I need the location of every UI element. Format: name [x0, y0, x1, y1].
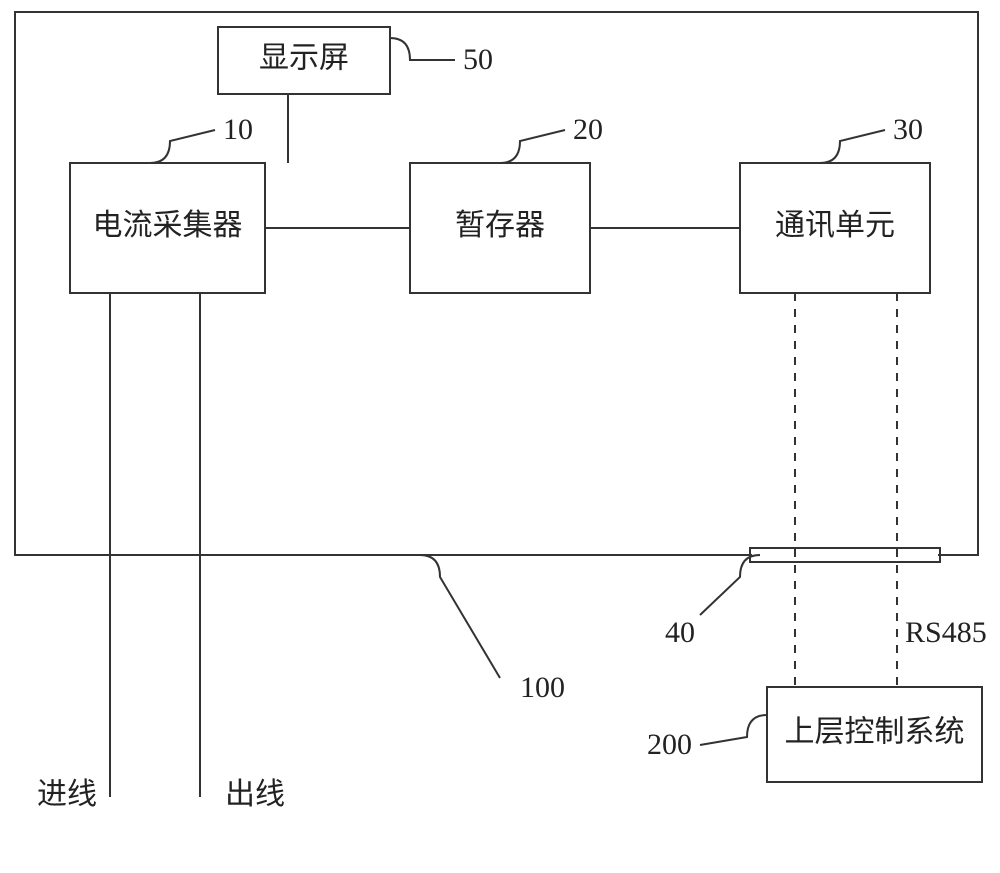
- comm-num: 30: [893, 113, 923, 146]
- collector-num: 10: [223, 113, 253, 146]
- upper-leader: [700, 715, 767, 745]
- buffer-num: 20: [573, 113, 603, 146]
- rs485-label: RS485: [905, 616, 987, 649]
- collector-leader: [150, 130, 215, 163]
- display-leader: [390, 38, 455, 60]
- buffer-leader: [500, 130, 565, 163]
- upper-num: 200: [647, 728, 692, 761]
- display-label: 显示屏: [259, 41, 349, 74]
- outer-enclosure: [15, 12, 978, 555]
- out-line-label: 出线: [225, 778, 285, 811]
- comm-label: 通讯单元: [775, 209, 895, 242]
- display-num: 50: [463, 43, 493, 76]
- callout-40-leader: [700, 555, 760, 615]
- comm-leader: [820, 130, 885, 163]
- in-line-label: 进线: [37, 778, 97, 811]
- collector-label: 电流采集器: [93, 209, 243, 242]
- buffer-label: 暂存器: [455, 209, 545, 242]
- callout-100: 100: [520, 671, 565, 704]
- upper-label: 上层控制系统: [785, 715, 965, 748]
- callout-40: 40: [665, 616, 695, 649]
- callout-100-leader: [420, 555, 500, 678]
